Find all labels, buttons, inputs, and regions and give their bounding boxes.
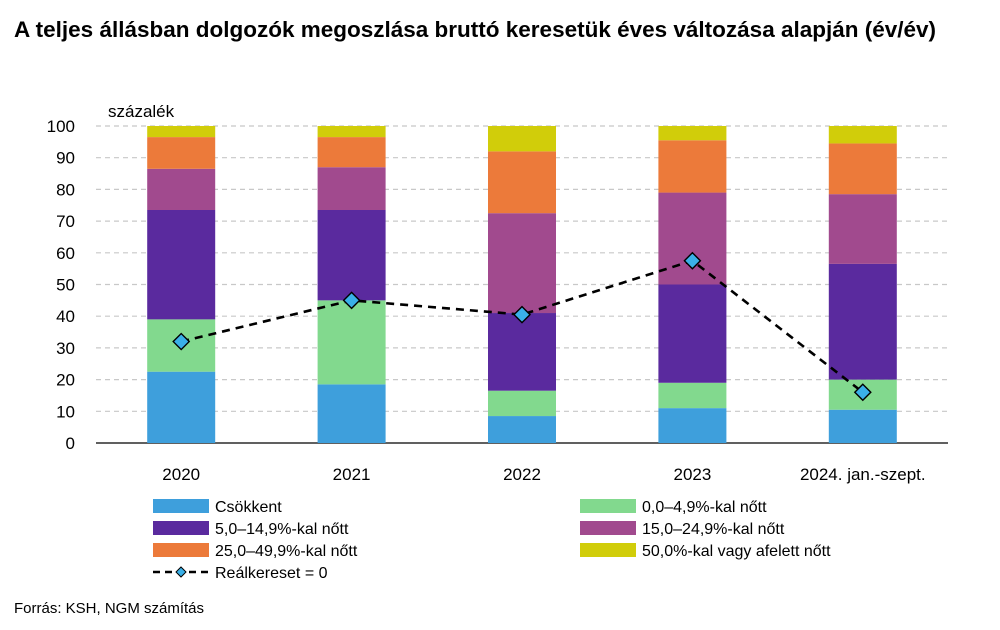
bar-segment xyxy=(317,126,386,138)
y-tick-label: 50 xyxy=(56,276,75,295)
bar-segment xyxy=(488,213,556,314)
bar-segment xyxy=(317,167,386,211)
bar-segment xyxy=(488,313,556,391)
bar-segment xyxy=(828,263,897,380)
y-tick-label: 80 xyxy=(56,180,75,199)
legend-swatch xyxy=(580,521,636,535)
legend-swatch xyxy=(580,543,636,557)
bar-segment xyxy=(828,143,897,195)
bar-segment xyxy=(147,168,216,211)
line-point-marker xyxy=(342,291,361,310)
y-tick-label: 0 xyxy=(66,434,75,453)
legend-swatch xyxy=(580,499,636,513)
bar-segment xyxy=(317,300,386,385)
bar-segment xyxy=(317,210,386,301)
y-tick-label: 10 xyxy=(56,402,75,421)
bar-segment xyxy=(828,194,897,264)
line-point-marker xyxy=(683,251,702,270)
x-tick-label: 2021 xyxy=(333,465,371,484)
bar-segment xyxy=(317,384,386,443)
legend-line-marker xyxy=(175,566,187,578)
line-series xyxy=(180,259,864,394)
line-point-marker xyxy=(172,332,191,351)
y-tick-label: 40 xyxy=(56,307,75,326)
x-tick-label: 2024. jan.-szept. xyxy=(800,465,926,484)
legend-label: Reálkereset = 0 xyxy=(215,565,328,582)
bar-segment xyxy=(147,371,216,443)
source-note: Forrás: KSH, NGM számítás xyxy=(14,600,205,617)
legend-label: 50,0%-kal vagy afelett nőtt xyxy=(642,543,831,560)
y-tick-label: 100 xyxy=(47,117,75,136)
legend-swatch xyxy=(153,543,209,557)
y-tick-label: 90 xyxy=(56,149,75,168)
x-tick-label: 2023 xyxy=(673,465,711,484)
bar-segment xyxy=(658,140,727,193)
bar-segment xyxy=(828,409,897,443)
legend-swatch xyxy=(153,499,209,513)
line-point-marker xyxy=(853,383,872,402)
y-tick-label: 20 xyxy=(56,371,75,390)
bar-segment xyxy=(488,151,556,214)
chart-title: A teljes állásban dolgozók megoszlása br… xyxy=(14,17,937,42)
bar-segment xyxy=(488,126,556,152)
bar-segment xyxy=(658,126,727,141)
y-tick-label: 70 xyxy=(56,212,75,231)
legend-label: Csökkent xyxy=(215,499,282,516)
line-point-marker xyxy=(513,305,531,324)
bar-segment xyxy=(658,408,727,443)
bar-segment xyxy=(147,126,216,138)
bar-segment xyxy=(658,192,727,285)
x-tick-label: 2022 xyxy=(503,465,541,484)
legend-swatch xyxy=(153,521,209,535)
y-tick-label: 30 xyxy=(56,339,75,358)
bar-segment xyxy=(658,284,727,383)
y-axis-unit-label: százalék xyxy=(108,102,175,121)
legend-label: 25,0–49,9%-kal nőtt xyxy=(215,543,358,560)
bar-segment xyxy=(488,416,556,443)
bar-segment xyxy=(147,137,216,169)
bar-segment xyxy=(828,126,897,144)
x-tick-label: 2020 xyxy=(162,465,200,484)
legend-label: 5,0–14,9%-kal nőtt xyxy=(215,521,349,538)
y-tick-label: 60 xyxy=(56,244,75,263)
bar-segment xyxy=(658,382,727,409)
legend-label: 0,0–4,9%-kal nőtt xyxy=(642,499,767,516)
bar-segment xyxy=(317,137,386,168)
bar-segment xyxy=(147,210,216,320)
bar-segment xyxy=(488,390,556,417)
legend-label: 15,0–24,9%-kal nőtt xyxy=(642,521,785,538)
